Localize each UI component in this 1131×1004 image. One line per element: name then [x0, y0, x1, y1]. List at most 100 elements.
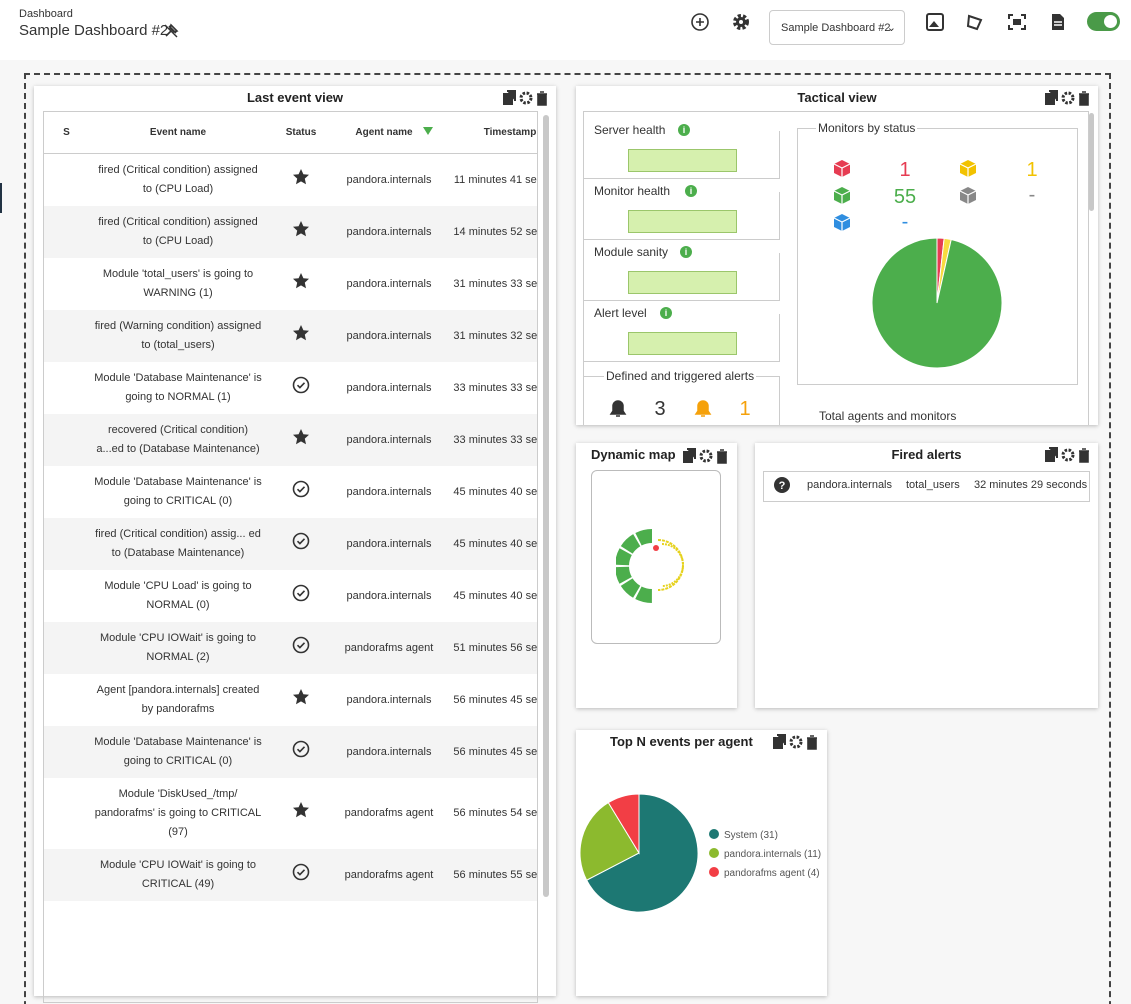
copy-icon[interactable] [503, 90, 516, 105]
pin-icon[interactable] [162, 22, 180, 40]
add-icon[interactable] [690, 12, 710, 32]
timestamp: 33 minutes 33 seconds [453, 381, 538, 394]
legend-swatch [709, 848, 719, 858]
settings-icon[interactable] [731, 12, 751, 32]
status-cell [267, 778, 335, 849]
agent-name: pandora.internals [346, 173, 432, 186]
status-star [293, 272, 309, 288]
event-name: Module 'CPU IOWait' is going to NORMAL (… [99, 632, 257, 663]
legend-swatch [709, 829, 719, 839]
widget-title: Fired alerts [891, 447, 962, 462]
scrollbar[interactable] [1089, 113, 1094, 211]
trash-icon[interactable] [1079, 448, 1089, 463]
severity-cell [44, 258, 89, 310]
column-header[interactable]: Agent name [335, 112, 443, 154]
trash-icon[interactable] [807, 735, 817, 750]
timestamp: 45 minutes 40 seconds [453, 537, 538, 550]
info-icon: i [678, 124, 690, 136]
status-check [292, 863, 310, 880]
gear-icon[interactable] [699, 449, 713, 463]
widget-tools[interactable] [773, 734, 819, 750]
check [296, 589, 306, 597]
event-name: Module 'Database Maintenance' is going t… [94, 372, 262, 403]
event-name: fired (Warning condition) assigned to (t… [94, 320, 262, 351]
status-star [293, 802, 309, 818]
event-row[interactable]: Module 'Database Maintenance' is going t… [44, 362, 538, 414]
check-circle [292, 636, 310, 653]
event-row[interactable]: Module 'CPU IOWait' is going to NORMAL (… [44, 622, 538, 674]
event-row[interactable]: fired (Warning condition) assigned to (t… [44, 310, 537, 362]
status-star [293, 688, 309, 704]
cube-edge [959, 190, 977, 204]
unknown-icon: ? [774, 477, 790, 493]
trash-icon[interactable] [537, 91, 547, 106]
status-check [292, 480, 310, 497]
severity-cell [44, 310, 89, 362]
trash-icon[interactable] [717, 449, 727, 464]
info-icon: i [685, 185, 697, 197]
selector-text: Sample Dashboard #2 [781, 22, 891, 34]
gear-icon[interactable] [1061, 91, 1075, 105]
toggle[interactable] [1087, 12, 1120, 31]
widget-title: Top N events per agent [610, 734, 753, 749]
check [296, 641, 306, 649]
star [293, 220, 309, 236]
widget-tools[interactable] [683, 448, 729, 464]
alert-cell: 32 minutes 29 seconds [974, 479, 1088, 491]
copy-icon[interactable] [1045, 90, 1058, 105]
health-box: Monitor health i [583, 184, 780, 240]
gear-icon[interactable] [1061, 448, 1075, 462]
monitor-count: - [902, 211, 909, 233]
column-header[interactable]: Timestamp [443, 112, 537, 154]
map-frame[interactable] [591, 470, 721, 644]
trash-icon[interactable] [1079, 91, 1089, 106]
widget-tools[interactable] [1045, 90, 1091, 106]
widget-tools[interactable] [1045, 447, 1091, 463]
agent-name: pandora.internals [346, 329, 432, 342]
copy-icon[interactable] [683, 448, 696, 463]
agent-name: pandorafms agent [344, 807, 434, 819]
event-name: Module 'CPU Load' is going to NORMAL (0) [104, 580, 252, 611]
toolbar-icons[interactable] [925, 12, 1065, 32]
gear-icon[interactable] [519, 91, 533, 105]
event-row[interactable]: Module 'Database Maintenance' is going t… [44, 466, 537, 518]
legend-swatch [709, 867, 719, 877]
event-row[interactable]: Module 'CPU Load' is going to NORMAL (0)… [44, 570, 537, 622]
info-icon: i [660, 307, 672, 319]
cube-edge [833, 163, 851, 177]
pie-slice [585, 793, 699, 913]
pie-slice [607, 793, 640, 855]
status-star [293, 220, 309, 236]
event-row[interactable]: Module 'Database Maintenance' is going t… [44, 726, 537, 778]
event-row[interactable]: Module 'CPU IOWait' is going to CRITICAL… [44, 849, 537, 901]
star [293, 272, 309, 288]
event-row[interactable]: Agent [pandora.internals] created by pan… [44, 674, 537, 726]
column-header[interactable]: Event name [89, 112, 267, 154]
scrollbar[interactable] [543, 115, 549, 897]
copy-icon[interactable] [1045, 447, 1058, 462]
widget-tools[interactable] [503, 90, 549, 106]
check [296, 868, 306, 876]
timestamp: 56 minutes 54 seconds [453, 807, 538, 819]
gear-icon[interactable] [789, 735, 803, 749]
copy-icon[interactable] [773, 734, 786, 749]
event-row[interactable]: recovered (Critical condition) a...ed to… [44, 414, 537, 466]
monitors-label: Monitors by status [816, 121, 918, 135]
event-row[interactable]: fired (Critical condition) assigned to (… [44, 206, 537, 258]
breadcrumb: Dashboard [19, 8, 73, 20]
event-row[interactable]: fired (Critical condition) assigned to (… [44, 154, 537, 207]
status-star [293, 428, 309, 444]
timestamp: 51 minutes 56 seconds [453, 641, 538, 654]
bell-icon [694, 400, 712, 417]
event-row[interactable]: Module 'total_users' is going to WARNING… [44, 258, 537, 310]
check-circle [292, 532, 310, 549]
column-header[interactable]: S [44, 112, 89, 154]
event-row[interactable]: Module 'DiskUsed_/tmp/ pandorafms' is go… [44, 778, 538, 849]
dashboard-selector[interactable]: Sample Dashboard #2 ⌄ [769, 10, 905, 45]
column-header[interactable]: Status [267, 112, 335, 154]
widget-title: Last event view [246, 90, 344, 105]
status-cell [267, 466, 335, 518]
event-row[interactable]: fired (Critical condition) assig... ed t… [44, 518, 538, 570]
star [293, 802, 309, 818]
